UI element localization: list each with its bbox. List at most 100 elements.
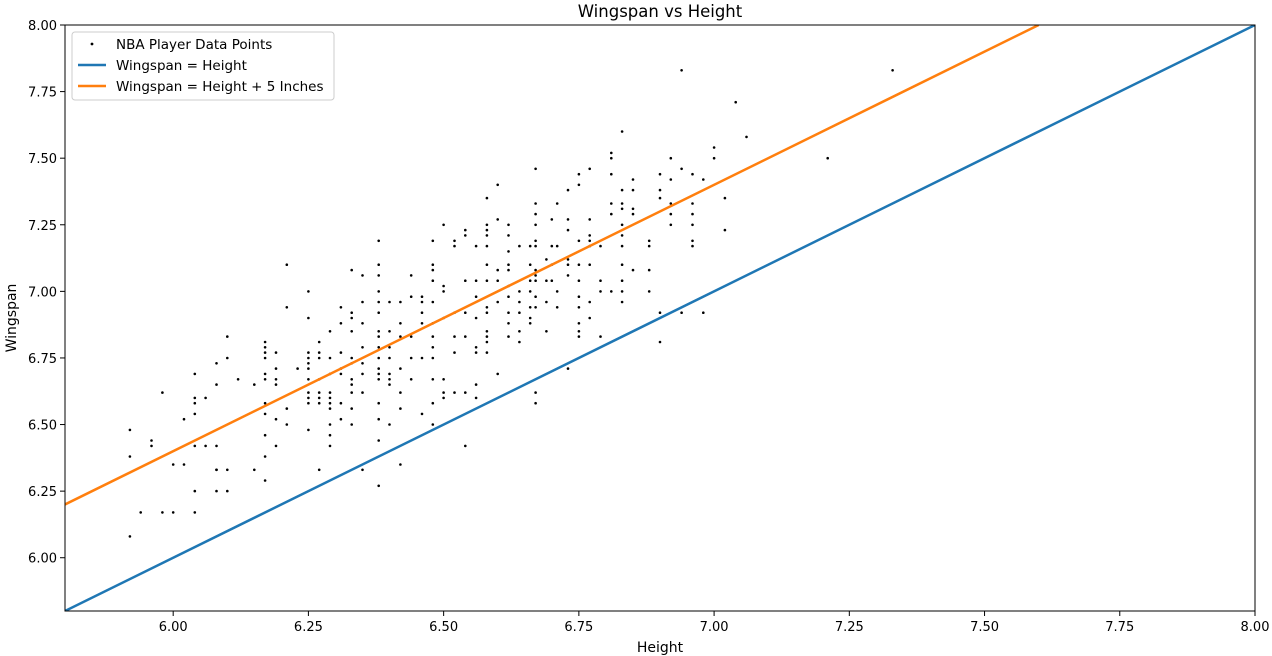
data-point xyxy=(518,330,521,333)
data-point xyxy=(350,378,354,381)
data-point xyxy=(253,383,256,386)
data-point xyxy=(307,356,310,360)
data-point xyxy=(296,367,299,370)
data-point xyxy=(377,378,381,381)
data-point xyxy=(620,188,624,192)
x-tick-label: 7.50 xyxy=(970,620,999,635)
data-points xyxy=(128,69,894,538)
data-point xyxy=(599,244,602,248)
data-point xyxy=(431,300,435,304)
data-point xyxy=(485,340,489,344)
data-point xyxy=(263,412,267,416)
data-point xyxy=(577,239,581,243)
data-point xyxy=(377,239,381,243)
data-point xyxy=(545,258,548,261)
data-point xyxy=(263,372,267,376)
data-point xyxy=(534,295,537,299)
data-point xyxy=(658,172,662,176)
data-point xyxy=(485,223,489,227)
data-point xyxy=(431,346,435,349)
data-point xyxy=(328,401,332,405)
data-point xyxy=(409,378,413,381)
data-point xyxy=(215,383,218,386)
y-tick-label: 6.00 xyxy=(28,552,57,567)
data-point xyxy=(388,372,391,376)
data-point xyxy=(620,300,624,304)
data-point xyxy=(485,306,489,309)
data-point xyxy=(555,290,559,293)
data-point xyxy=(263,340,267,344)
data-point xyxy=(307,396,310,400)
data-point xyxy=(464,279,467,283)
data-point xyxy=(474,316,478,320)
data-point xyxy=(420,356,424,360)
data-point xyxy=(534,244,537,248)
data-point xyxy=(307,367,310,370)
data-point xyxy=(496,372,500,376)
data-point xyxy=(577,172,581,176)
data-point xyxy=(620,207,624,211)
data-point xyxy=(399,463,402,466)
data-point xyxy=(420,322,424,325)
legend-box xyxy=(71,31,335,101)
data-point xyxy=(610,172,613,176)
y-tick-label: 8.00 xyxy=(28,19,57,34)
y-tick-label: 6.50 xyxy=(28,419,57,434)
data-point xyxy=(193,444,197,448)
y-tick-label: 6.25 xyxy=(28,485,57,500)
data-point xyxy=(328,330,332,333)
data-point xyxy=(350,407,354,410)
data-point xyxy=(328,396,332,400)
data-point xyxy=(620,290,624,293)
data-point xyxy=(263,351,267,354)
data-point xyxy=(350,423,354,426)
data-point xyxy=(496,268,500,272)
data-point xyxy=(274,378,278,381)
data-point xyxy=(420,295,424,299)
data-point xyxy=(691,244,694,248)
data-point xyxy=(193,372,197,376)
data-point xyxy=(464,335,467,338)
data-point xyxy=(691,212,694,216)
data-point xyxy=(496,300,500,304)
data-point xyxy=(745,135,748,139)
data-point xyxy=(350,311,354,315)
x-tick-label: 6.25 xyxy=(294,620,323,635)
data-point xyxy=(215,444,218,448)
data-point xyxy=(534,167,537,171)
data-point xyxy=(442,378,445,381)
data-point xyxy=(339,322,343,325)
data-point xyxy=(377,401,381,405)
data-point xyxy=(350,316,354,320)
data-point xyxy=(226,335,229,338)
data-point xyxy=(307,428,310,432)
data-point xyxy=(566,263,570,267)
data-point xyxy=(691,239,694,243)
data-point xyxy=(680,311,683,315)
data-point xyxy=(507,268,510,272)
data-point xyxy=(317,401,321,405)
data-point xyxy=(588,263,591,267)
data-point xyxy=(307,362,310,365)
data-point xyxy=(631,212,635,216)
data-point xyxy=(350,391,354,394)
data-point xyxy=(518,311,521,315)
x-tick-label: 6.00 xyxy=(159,620,188,635)
data-point xyxy=(307,401,310,405)
data-point xyxy=(545,330,548,333)
data-point xyxy=(528,290,532,293)
data-point xyxy=(669,178,673,181)
data-point xyxy=(361,300,364,304)
data-point xyxy=(577,322,581,325)
data-point xyxy=(399,367,402,370)
data-point xyxy=(453,239,456,243)
data-point xyxy=(274,351,278,354)
data-point xyxy=(307,316,310,320)
data-point xyxy=(182,417,186,421)
data-point xyxy=(171,463,175,466)
data-point xyxy=(377,439,381,442)
data-point xyxy=(361,346,364,349)
data-point xyxy=(263,346,267,349)
data-point xyxy=(420,300,424,304)
data-point xyxy=(182,463,186,466)
